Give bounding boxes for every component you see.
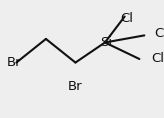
Text: Br: Br <box>68 80 83 93</box>
Text: Cl: Cl <box>120 12 133 25</box>
Text: Br: Br <box>7 56 21 69</box>
Text: Cl: Cl <box>151 53 164 65</box>
Text: Cl: Cl <box>154 27 164 40</box>
Text: Si: Si <box>101 36 113 49</box>
